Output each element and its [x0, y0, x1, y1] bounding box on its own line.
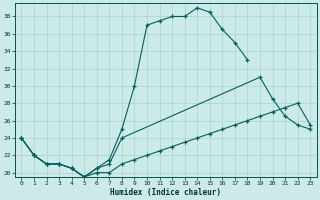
X-axis label: Humidex (Indice chaleur): Humidex (Indice chaleur): [110, 188, 221, 197]
